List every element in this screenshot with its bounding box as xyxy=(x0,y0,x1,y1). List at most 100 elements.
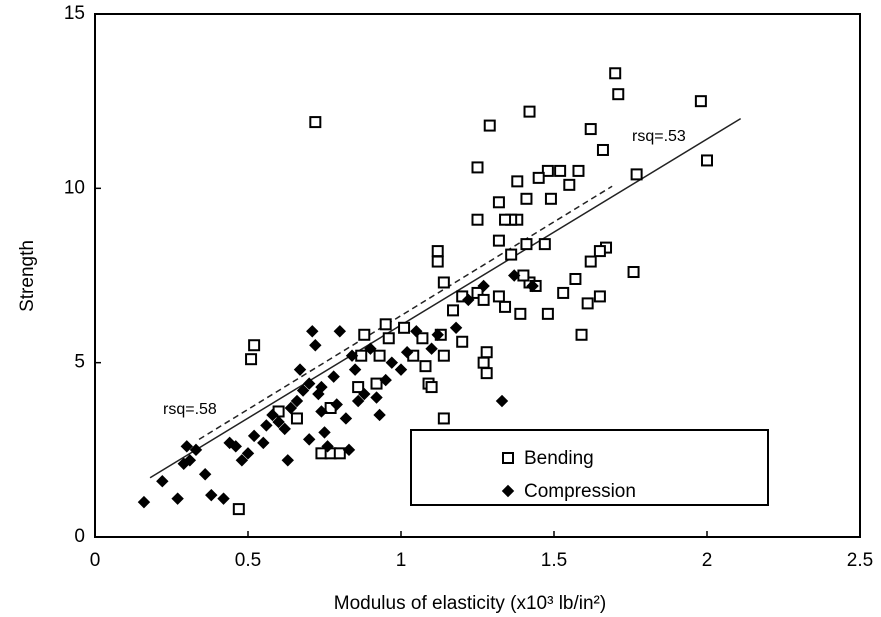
bending-point xyxy=(471,286,484,299)
bending-point xyxy=(471,161,484,174)
compression-point xyxy=(348,363,362,376)
legend-label: Bending xyxy=(524,448,594,469)
bending-point xyxy=(627,266,640,279)
bending-point xyxy=(541,307,554,320)
bending-point xyxy=(701,154,713,167)
x-tick-label: 0 xyxy=(90,550,101,571)
bending-point xyxy=(352,381,365,394)
bending-point xyxy=(584,123,597,136)
compression-point xyxy=(385,356,399,369)
trend-line xyxy=(198,185,613,441)
y-axis-label: Strength xyxy=(17,240,38,312)
bending-point xyxy=(520,238,533,251)
compression-point xyxy=(394,363,408,376)
x-tick-label: 2.5 xyxy=(847,550,873,571)
bending-point xyxy=(373,349,386,362)
compression-point xyxy=(137,495,151,509)
compression-point xyxy=(379,373,392,387)
x-axis-label: Modulus of elasticity (x10³ lb/in²) xyxy=(334,593,606,614)
compression-point xyxy=(171,492,184,505)
compression-point xyxy=(205,488,218,502)
compression-point xyxy=(272,415,285,429)
bending-point xyxy=(248,339,261,352)
compression-point xyxy=(449,321,463,335)
compression-point xyxy=(495,394,509,408)
bending-point xyxy=(630,168,643,181)
bending-point xyxy=(419,360,432,373)
bending-point xyxy=(456,335,469,348)
bending-point xyxy=(232,503,245,516)
bending-point xyxy=(541,164,554,177)
compression-point xyxy=(315,380,328,394)
compression-point xyxy=(477,279,490,293)
bending-point xyxy=(694,95,707,108)
annotation: rsq=.53 xyxy=(632,128,686,145)
legend-label: Compression xyxy=(524,481,636,502)
compression-point xyxy=(333,325,347,338)
bending-point xyxy=(492,196,505,209)
compression-point xyxy=(293,363,307,376)
compression-point xyxy=(180,440,194,453)
compression-point xyxy=(339,412,353,425)
bending-point xyxy=(431,245,444,258)
bending-point xyxy=(379,318,392,331)
compression-point xyxy=(358,387,371,401)
bending-point xyxy=(584,255,597,268)
compression-point xyxy=(373,408,386,422)
compression-point xyxy=(526,279,539,293)
bending-point xyxy=(437,412,450,425)
bending-point xyxy=(499,213,512,226)
bending-point xyxy=(492,234,505,247)
compression-point xyxy=(342,443,356,457)
compression-point xyxy=(330,398,343,411)
legend-marker xyxy=(501,484,515,498)
compression-point xyxy=(321,440,334,453)
compression-point xyxy=(247,429,261,443)
bending-point xyxy=(523,105,536,118)
compression-point xyxy=(302,433,316,446)
bending-point xyxy=(483,119,496,132)
bending-point xyxy=(437,276,450,289)
compression-point xyxy=(156,475,169,488)
bending-point xyxy=(437,349,450,362)
y-tick-label: 10 xyxy=(64,177,85,198)
bending-point xyxy=(382,332,395,345)
bending-point xyxy=(511,175,524,188)
bending-point xyxy=(333,447,346,460)
bending-point xyxy=(572,164,585,177)
bending-point xyxy=(563,178,576,191)
compression-point xyxy=(431,328,444,341)
bending-point xyxy=(575,328,588,341)
x-tick-label: 2 xyxy=(702,550,713,571)
bending-point xyxy=(532,171,545,184)
bending-point xyxy=(480,367,493,380)
compression-point xyxy=(217,492,230,505)
compression-point xyxy=(309,339,322,352)
compression-point xyxy=(370,391,383,404)
compression-point xyxy=(462,293,475,307)
bending-point xyxy=(431,255,444,268)
bending-point xyxy=(499,300,512,313)
compression-point xyxy=(290,394,304,408)
annotation: rsq=.58 xyxy=(163,401,217,418)
compression-point xyxy=(327,370,340,383)
compression-point xyxy=(260,419,273,432)
compression-point xyxy=(266,408,279,422)
y-tick-label: 15 xyxy=(64,3,85,24)
legend-box xyxy=(410,429,769,506)
compression-point xyxy=(425,342,438,355)
bending-point xyxy=(581,297,594,310)
bending-point xyxy=(593,290,606,303)
bending-point xyxy=(245,353,258,366)
compression-point xyxy=(318,426,331,439)
bending-point xyxy=(554,164,567,177)
compression-point xyxy=(302,377,316,390)
compression-point xyxy=(229,440,242,453)
bending-point xyxy=(398,321,411,334)
x-tick-label: 0.5 xyxy=(235,550,261,571)
bending-point xyxy=(557,286,570,299)
bending-point xyxy=(593,245,606,258)
bending-point xyxy=(609,67,622,80)
bending-point xyxy=(520,192,533,205)
